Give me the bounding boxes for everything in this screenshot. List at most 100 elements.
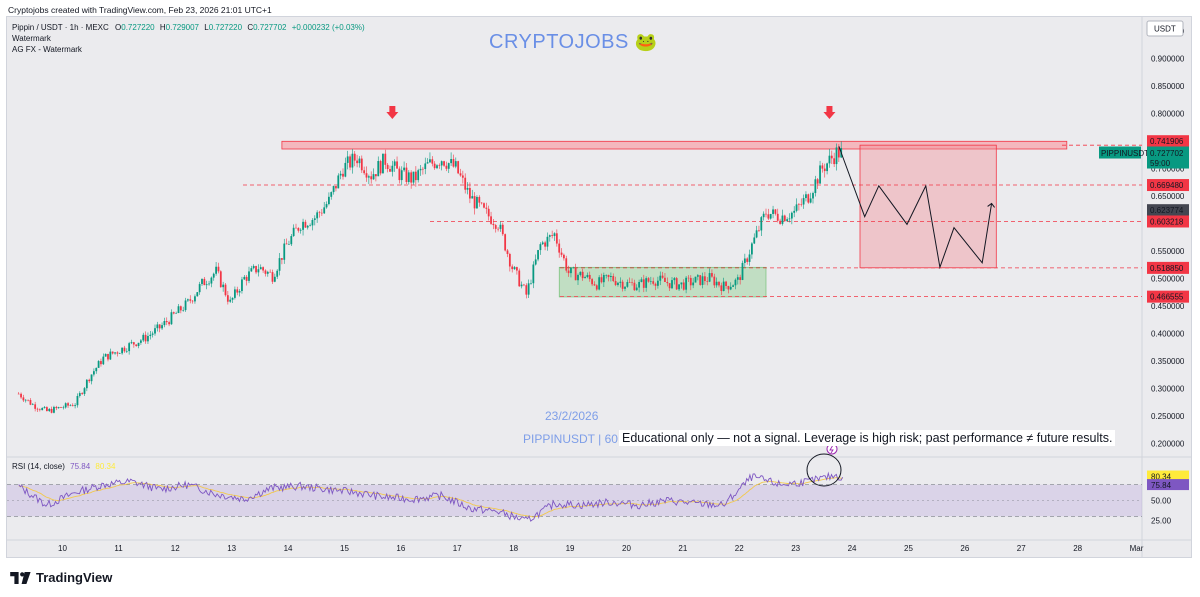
candle-body xyxy=(398,168,401,181)
candle-body xyxy=(144,334,147,342)
candle-body xyxy=(635,287,638,291)
candle-body xyxy=(330,192,333,197)
open-label: O xyxy=(115,23,122,32)
candle-body xyxy=(626,282,629,287)
candle-body xyxy=(546,236,549,247)
candle-body xyxy=(649,281,652,282)
price-tick-label: 0.650000 xyxy=(1151,192,1185,201)
rsi-axis-value: 75.84 xyxy=(1151,481,1172,490)
candle-body xyxy=(217,266,220,272)
rsi-layer xyxy=(7,471,1142,522)
indicator-agfx-watermark[interactable]: AG FX - Watermark xyxy=(12,45,82,54)
candle-body xyxy=(673,278,676,281)
candle-body xyxy=(600,277,603,283)
candle-body xyxy=(147,336,149,342)
time-tick-label: 12 xyxy=(171,544,180,553)
candle-body xyxy=(335,186,337,189)
candle-body xyxy=(67,403,69,406)
candle-body xyxy=(445,165,448,169)
close-value: 0.727702 xyxy=(253,23,287,32)
candle-body xyxy=(593,284,596,286)
candle-body xyxy=(372,174,375,180)
candle-body xyxy=(22,397,25,401)
candle-body xyxy=(689,277,692,286)
snapshot-credit: Cryptojobs created with TradingView.com,… xyxy=(8,5,272,15)
candle-body xyxy=(302,221,304,230)
time-tick-label: 20 xyxy=(622,544,631,553)
candle-body xyxy=(311,219,314,226)
candle-body xyxy=(358,158,361,164)
candle-body xyxy=(118,353,121,354)
candle-body xyxy=(114,352,116,354)
candle-body xyxy=(530,283,532,284)
candle-body xyxy=(175,313,178,314)
candle-body xyxy=(452,159,455,167)
price-tick-label: 0.900000 xyxy=(1151,54,1185,63)
last-price-value: 0.727702 xyxy=(1150,149,1184,158)
candle-body xyxy=(363,170,366,174)
candle-body xyxy=(234,289,236,298)
candle-body xyxy=(208,283,210,285)
candle-body xyxy=(299,229,302,231)
candle-body xyxy=(619,281,622,283)
candle-body xyxy=(490,216,492,224)
tradingview-footer[interactable]: TradingView xyxy=(10,570,112,585)
candle-body xyxy=(454,161,457,167)
low-label: L xyxy=(204,23,209,32)
price-level-value: 0.623774 xyxy=(1150,206,1184,215)
candle-body xyxy=(243,276,246,280)
candle-body xyxy=(814,179,817,194)
candle-body xyxy=(807,194,810,203)
candle-body xyxy=(765,213,767,215)
candle-body xyxy=(356,160,358,164)
candle-body xyxy=(494,225,497,229)
down-arrow-icon xyxy=(823,106,836,119)
candle-body xyxy=(107,353,109,360)
candle-body xyxy=(257,269,260,273)
candle-body xyxy=(168,322,170,325)
time-tick-label: 23 xyxy=(791,544,800,553)
candle-body xyxy=(149,334,152,337)
candle-body xyxy=(151,333,154,335)
candle-body xyxy=(41,408,44,411)
candle-body xyxy=(255,265,257,273)
price-level-value: 0.669480 xyxy=(1150,181,1184,190)
candle-body xyxy=(816,179,819,184)
candle-body xyxy=(83,388,86,394)
candle-body xyxy=(109,351,112,360)
candle-body xyxy=(417,170,420,181)
candle-body xyxy=(830,155,833,159)
price-tick-label: 0.250000 xyxy=(1151,412,1185,421)
candle-body xyxy=(560,252,563,255)
candle-body xyxy=(760,217,763,231)
rsi-ma-axis-label xyxy=(1147,470,1189,482)
price-level-value: 0.741906 xyxy=(1150,137,1184,146)
candle-body xyxy=(433,163,436,169)
symbol-title[interactable]: Pippin / USDT · 1h · MEXC xyxy=(12,23,109,32)
candle-body xyxy=(320,212,323,214)
candle-body xyxy=(351,153,354,168)
price-tick-label: 0.350000 xyxy=(1151,357,1185,366)
frog-icon: 🐸 xyxy=(634,32,658,52)
candle-body xyxy=(288,244,290,245)
candle-body xyxy=(194,296,196,302)
candle-body xyxy=(501,224,504,235)
candle-body xyxy=(325,204,328,208)
candle-body xyxy=(614,281,617,285)
candle-body xyxy=(95,367,98,372)
time-tick-label: 18 xyxy=(509,544,518,553)
candle-body xyxy=(419,168,422,171)
price-tick-label: 0.700000 xyxy=(1151,164,1185,173)
rsi-legend[interactable]: RSI (14, close) 75.84 80.34 xyxy=(12,462,115,471)
indicator-watermark[interactable]: Watermark xyxy=(12,34,51,43)
rsi-tick-label: 50.00 xyxy=(1151,497,1172,506)
candle-body xyxy=(786,219,789,222)
candle-body xyxy=(43,407,46,409)
rsi-line xyxy=(18,471,844,522)
time-tick-label: 10 xyxy=(58,544,67,553)
candle-body xyxy=(781,215,784,224)
candle-body xyxy=(57,407,60,409)
candle-body xyxy=(704,276,706,282)
candle-body xyxy=(563,254,565,259)
